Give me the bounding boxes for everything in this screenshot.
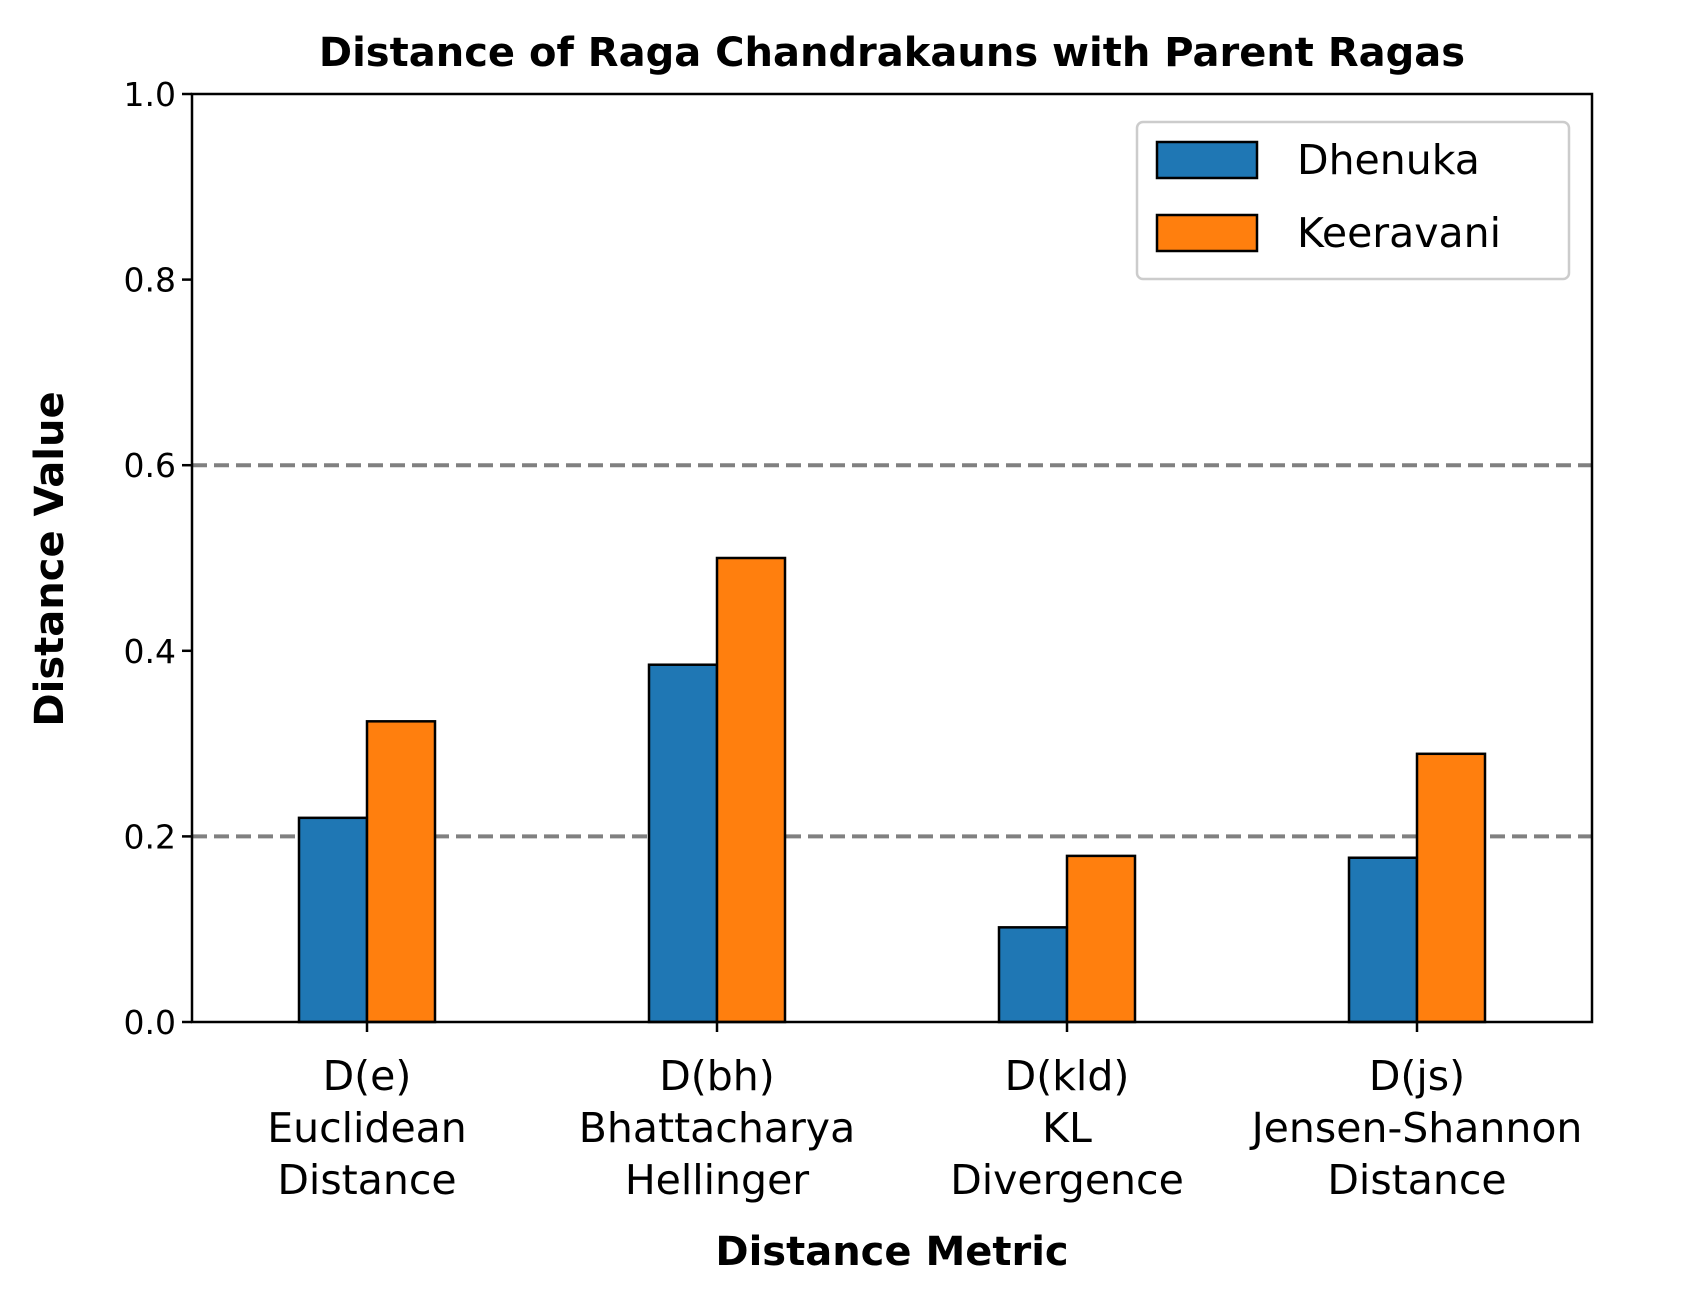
chart-title: Distance of Raga Chandrakauns with Paren… xyxy=(319,30,1465,76)
y-tick-label: 1.0 xyxy=(124,75,176,114)
x-tick-label: D(bh) Bhattacharya Hellinger xyxy=(579,1052,855,1204)
y-axis-label: Distance Value xyxy=(27,391,73,726)
bar-keeravani-2 xyxy=(1065,854,1137,1024)
y-tick-label: 0.6 xyxy=(124,446,176,485)
bar-keeravani-1 xyxy=(715,556,787,1024)
x-tick-label: D(e) Euclidean Distance xyxy=(267,1052,467,1204)
legend-label-keeravani: Keeravani xyxy=(1297,209,1501,257)
bar-dhenuka-2 xyxy=(997,926,1069,1024)
bar-dhenuka-1 xyxy=(647,663,719,1024)
legend-label-dhenuka: Dhenuka xyxy=(1297,136,1480,184)
x-tick-label: D(js) Jensen-Shannon Distance xyxy=(1249,1052,1583,1204)
plot-frame xyxy=(190,92,1594,1024)
bar-keeravani-0 xyxy=(365,720,437,1024)
y-tick-label: 0.8 xyxy=(124,261,176,300)
legend-swatch-keeravani xyxy=(1155,213,1259,253)
x-axis-label: Distance Metric xyxy=(715,1229,1068,1275)
bar-dhenuka-0 xyxy=(297,816,369,1024)
bar-keeravani-3 xyxy=(1415,752,1487,1024)
y-tick-label: 0.0 xyxy=(124,1003,176,1042)
bar-dhenuka-3 xyxy=(1347,856,1419,1024)
legend-swatch-dhenuka xyxy=(1155,140,1259,180)
y-tick-label: 0.2 xyxy=(124,817,176,856)
y-tick-label: 0.4 xyxy=(124,632,176,671)
legend: Dhenuka Keeravani xyxy=(1135,120,1571,281)
plot-area: 0.0 0.2 0.4 0.6 0.8 1.0 D(e) Euclidean Distance D… xyxy=(124,75,1594,1204)
x-tick-label: D(kld) KL Divergence xyxy=(950,1052,1184,1204)
